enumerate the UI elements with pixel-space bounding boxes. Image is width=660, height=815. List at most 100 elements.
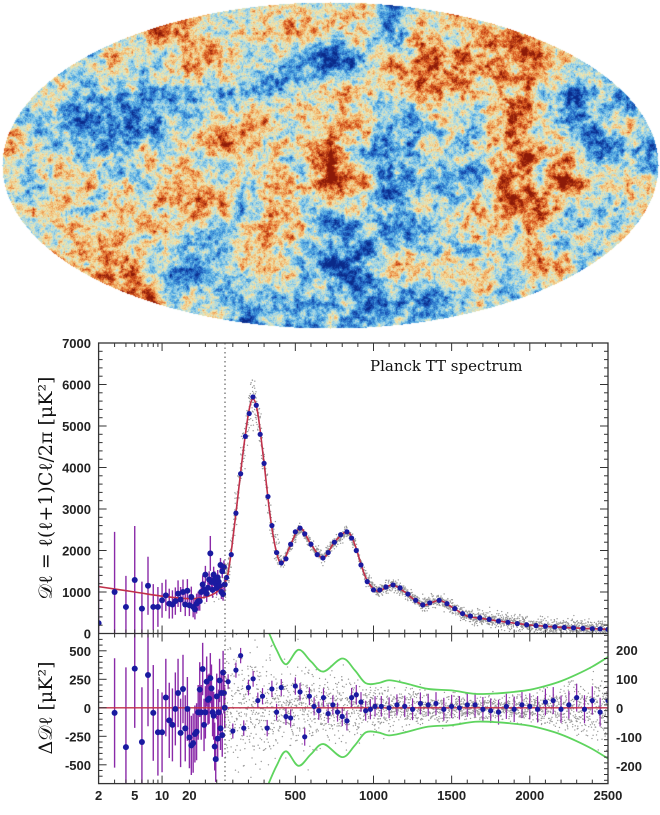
unbinned-point	[595, 622, 597, 625]
unbinned-residual-point	[589, 718, 591, 720]
unbinned-residual-point	[485, 715, 487, 718]
unbinned-residual-point	[314, 718, 316, 720]
unbinned-residual-point	[495, 705, 497, 707]
binned-point	[338, 532, 344, 538]
unbinned-point	[463, 618, 465, 621]
unbinned-residual-point	[353, 687, 355, 689]
unbinned-point	[227, 579, 229, 582]
unbinned-point	[497, 625, 500, 628]
unbinned-point	[250, 424, 252, 427]
unbinned-residual-point	[304, 708, 307, 710]
unbinned-point	[505, 614, 508, 616]
unbinned-residual-point	[273, 715, 276, 717]
unbinned-residual-point	[311, 684, 313, 686]
unbinned-residual-point	[402, 729, 405, 732]
unbinned-residual-point	[229, 727, 231, 730]
unbinned-residual-point	[308, 723, 310, 726]
unbinned-point	[502, 617, 505, 620]
unbinned-residual-point	[582, 714, 584, 717]
unbinned-point	[595, 631, 598, 634]
unbinned-residual-point	[577, 727, 579, 730]
unbinned-residual-point	[347, 723, 349, 726]
unbinned-point	[505, 624, 508, 626]
unbinned-residual-point	[519, 701, 521, 704]
unbinned-point	[495, 625, 498, 627]
unbinned-point	[553, 630, 555, 632]
unbinned-point	[537, 618, 539, 620]
unbinned-residual-point	[445, 702, 447, 704]
unbinned-residual-point	[258, 712, 260, 714]
unbinned-residual-point	[255, 733, 257, 735]
unbinned-point	[545, 619, 547, 622]
unbinned-residual-point	[289, 673, 292, 675]
unbinned-residual-point	[433, 708, 435, 711]
unbinned-residual-point	[306, 684, 308, 687]
unbinned-point	[424, 597, 426, 599]
unbinned-point	[351, 541, 353, 543]
unbinned-point	[404, 586, 406, 588]
unbinned-residual-point	[289, 699, 291, 701]
unbinned-residual-point	[281, 673, 283, 675]
unbinned-point	[557, 636, 558, 637]
unbinned-residual-point	[588, 718, 590, 720]
unbinned-residual-point	[237, 656, 239, 658]
unbinned-residual-point	[329, 717, 331, 720]
unbinned-point	[503, 624, 506, 626]
unbinned-residual-point	[495, 699, 497, 702]
unbinned-point	[572, 636, 573, 637]
unbinned-residual-point	[547, 698, 550, 701]
unbinned-point	[326, 547, 328, 549]
unbinned-residual-point	[272, 733, 274, 735]
unbinned-point	[298, 522, 301, 525]
unbinned-point	[553, 621, 555, 623]
unbinned-residual-point	[342, 692, 344, 694]
unbinned-residual-point	[229, 733, 232, 735]
unbinned-point	[455, 612, 457, 614]
unbinned-residual-point	[276, 687, 278, 689]
unbinned-point	[476, 624, 479, 627]
unbinned-residual-point	[429, 701, 432, 704]
unbinned-residual-point	[580, 711, 583, 714]
unbinned-residual-point	[503, 712, 505, 714]
unbinned-residual-point	[318, 691, 320, 693]
unbinned-residual-point	[284, 688, 286, 690]
unbinned-residual-point	[566, 710, 569, 712]
unbinned-residual-point	[341, 697, 343, 700]
unbinned-residual-point	[310, 726, 312, 728]
binned-point	[207, 550, 214, 557]
unbinned-residual-point	[248, 738, 250, 741]
unbinned-residual-point	[485, 709, 488, 711]
unbinned-point	[443, 611, 445, 613]
unbinned-residual-point	[562, 713, 565, 715]
unbinned-residual-point	[302, 727, 305, 729]
unbinned-point	[547, 623, 550, 626]
unbinned-point	[505, 618, 507, 621]
unbinned-residual-point	[449, 713, 452, 715]
binned-point	[444, 601, 450, 607]
unbinned-residual-point	[389, 725, 392, 728]
unbinned-residual-point	[235, 691, 237, 694]
unbinned-point	[317, 549, 320, 551]
unbinned-residual-point	[341, 685, 344, 688]
unbinned-point	[518, 617, 520, 620]
unbinned-residual-point	[494, 715, 497, 717]
unbinned-point	[578, 624, 581, 627]
unbinned-residual-point	[260, 675, 262, 677]
unbinned-residual-point	[540, 714, 542, 716]
unbinned-residual-point	[328, 739, 331, 741]
unbinned-residual-point	[422, 715, 425, 717]
unbinned-residual-point	[567, 728, 569, 730]
unbinned-point	[244, 454, 246, 457]
unbinned-residual-point	[564, 692, 566, 695]
unbinned-residual-point	[310, 734, 313, 737]
unbinned-residual-point	[293, 700, 296, 702]
unbinned-residual-point	[247, 668, 249, 670]
unbinned-point	[565, 629, 567, 632]
unbinned-residual-point	[380, 686, 382, 689]
unbinned-residual-point	[256, 684, 258, 686]
unbinned-residual-point	[480, 702, 482, 705]
unbinned-point	[594, 638, 595, 639]
unbinned-residual-point	[240, 738, 242, 740]
unbinned-point	[522, 620, 524, 623]
unbinned-residual-point	[455, 709, 458, 711]
